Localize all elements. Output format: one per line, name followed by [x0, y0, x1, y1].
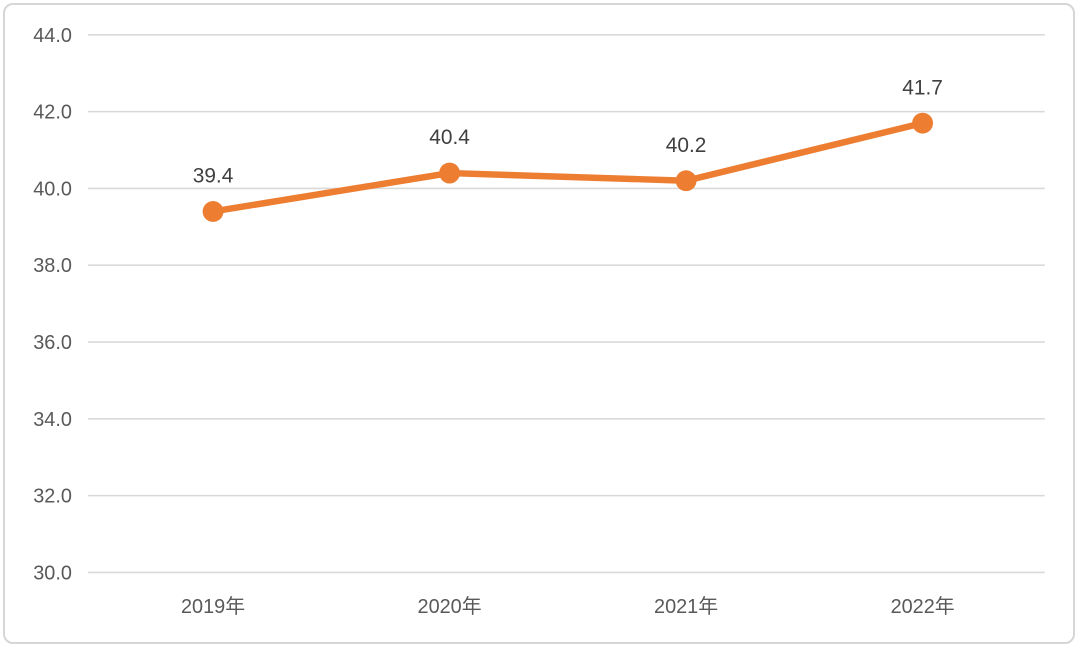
data-label: 40.2	[666, 134, 707, 157]
data-point-marker	[439, 162, 460, 184]
y-axis-tick-label: 30.0	[33, 562, 72, 584]
x-axis-tick-label: 2021年	[654, 596, 718, 618]
y-axis-tick-label: 36.0	[33, 332, 72, 354]
data-labels: 39.4 40.4 40.2 41.7	[193, 76, 943, 187]
data-point-marker	[912, 112, 934, 134]
data-point-markers	[202, 112, 934, 222]
data-point-marker	[675, 170, 697, 192]
x-axis-tick-label: 2020年	[418, 596, 482, 618]
y-axis-tick-label: 42.0	[33, 102, 72, 124]
y-axis-tick-label: 44.0	[33, 25, 72, 47]
x-axis-tick-label: 2019年	[181, 596, 245, 618]
data-label: 39.4	[193, 165, 234, 188]
data-point-marker	[202, 201, 224, 222]
y-axis-tick-label: 34.0	[33, 409, 72, 431]
y-axis-tick-label: 40.0	[33, 178, 72, 200]
line-chart-figure: 44.0 42.0 40.0 38.0 36.0 34.0 32.0 30.0 2019年 202…	[3, 3, 1075, 644]
series-line	[209, 119, 926, 215]
data-label: 40.4	[429, 126, 470, 149]
y-axis-tick-label: 38.0	[33, 255, 72, 277]
gridlines	[87, 34, 1045, 574]
x-axis-tick-label: 2022年	[891, 596, 955, 618]
y-axis-tick-label: 32.0	[33, 486, 72, 508]
line-chart-svg: 44.0 42.0 40.0 38.0 36.0 34.0 32.0 30.0 2019年 202…	[33, 25, 1045, 618]
x-axis-tick-labels: 2019年 2020年 2021年 2022年	[181, 596, 955, 618]
y-axis-tick-labels: 44.0 42.0 40.0 38.0 36.0 34.0 32.0 30.0	[33, 25, 72, 585]
data-label: 41.7	[902, 76, 943, 99]
